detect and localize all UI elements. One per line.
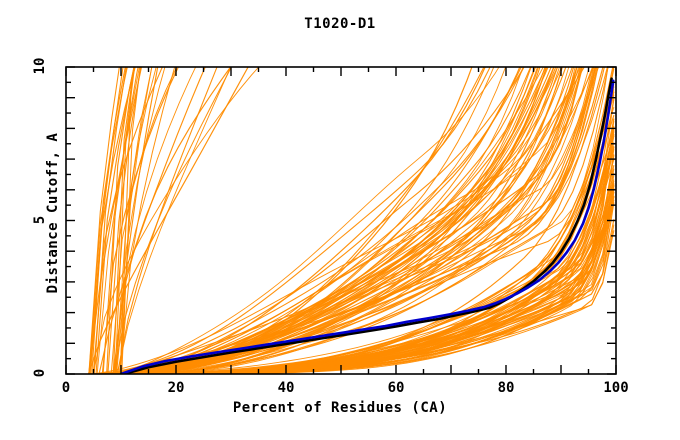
x-tick-label: 0 xyxy=(61,380,71,396)
x-tick-label: 60 xyxy=(387,380,405,396)
y-tick-label: 5 xyxy=(32,215,48,224)
curves-layer xyxy=(87,67,615,374)
axis-frame xyxy=(65,66,617,375)
x-tick-label: 100 xyxy=(603,380,629,396)
y-tick-label: 0 xyxy=(32,368,48,378)
y-tick-label: 10 xyxy=(32,57,48,75)
x-tick-label: 40 xyxy=(277,380,295,396)
page-title: T1020-D1 xyxy=(304,16,376,32)
x-tick-label: 80 xyxy=(497,380,515,396)
x-tick-label: 20 xyxy=(167,380,185,396)
x-axis-label: Percent of Residues (CA) xyxy=(232,400,448,416)
